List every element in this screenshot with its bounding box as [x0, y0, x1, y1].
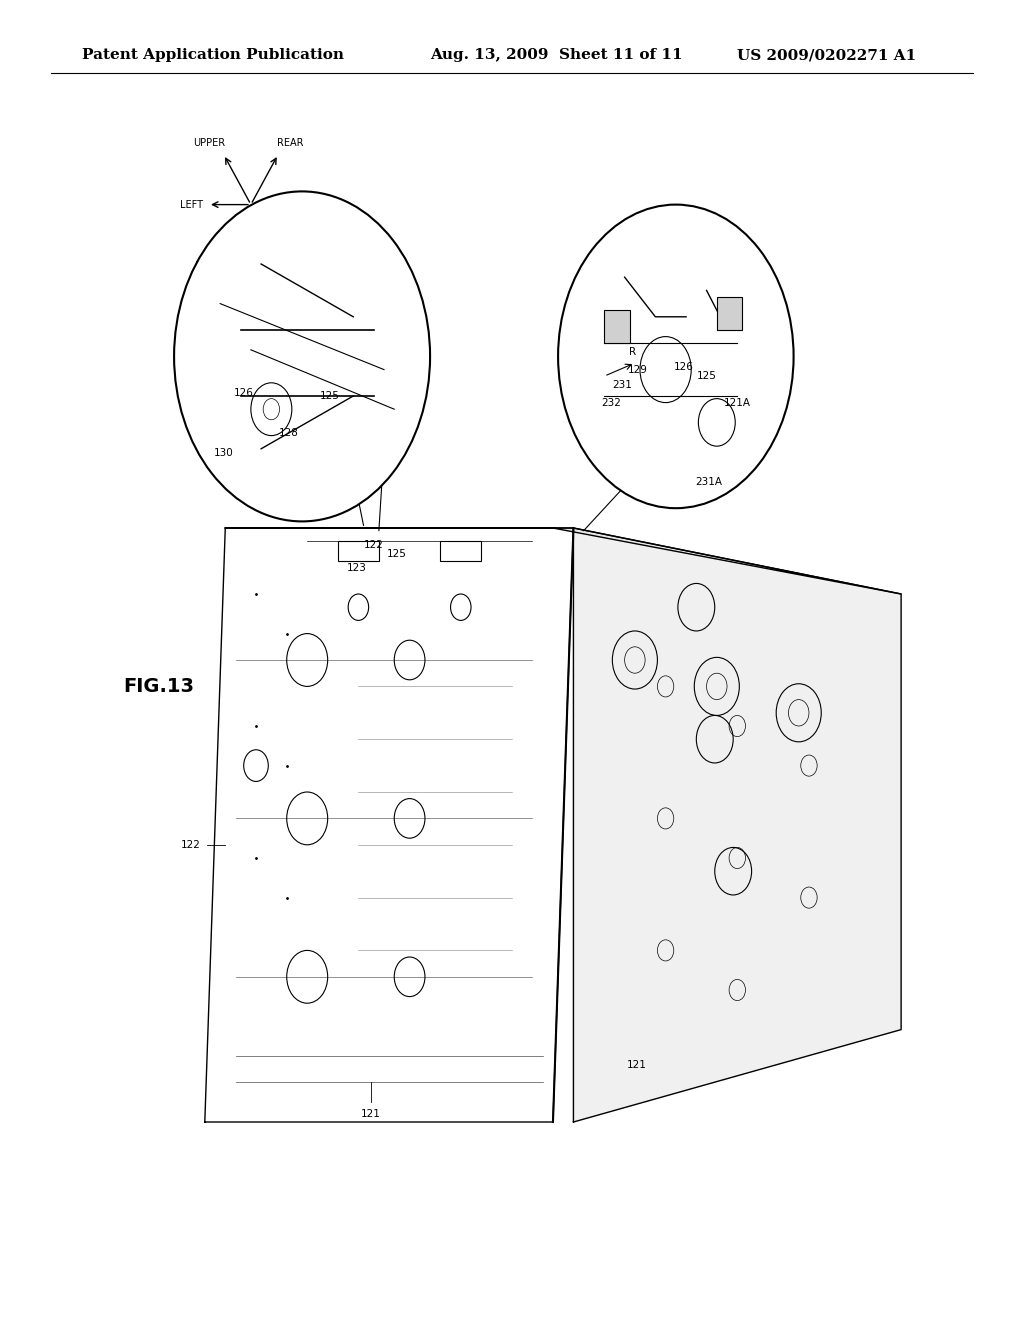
- Text: 231A: 231A: [695, 477, 722, 487]
- Text: 125: 125: [319, 391, 340, 401]
- Text: FIG.13: FIG.13: [123, 677, 195, 696]
- Text: 128: 128: [279, 428, 299, 438]
- Text: 121: 121: [360, 1109, 381, 1119]
- Text: FRONT: FRONT: [195, 261, 228, 272]
- Text: 123: 123: [346, 562, 367, 573]
- Text: 232: 232: [601, 397, 622, 408]
- Polygon shape: [573, 528, 901, 1122]
- Text: 122: 122: [364, 540, 384, 550]
- Text: 125: 125: [387, 549, 407, 560]
- Text: 121: 121: [627, 1060, 647, 1071]
- Text: 122: 122: [181, 840, 201, 850]
- Text: 231: 231: [612, 380, 633, 391]
- Text: US 2009/0202271 A1: US 2009/0202271 A1: [737, 49, 916, 62]
- Text: LEFT: LEFT: [180, 199, 203, 210]
- Text: 130: 130: [213, 447, 233, 458]
- Polygon shape: [225, 528, 901, 594]
- Text: 121A: 121A: [724, 397, 751, 408]
- Circle shape: [174, 191, 430, 521]
- Text: 129: 129: [628, 364, 648, 375]
- Text: REAR: REAR: [276, 137, 303, 148]
- Polygon shape: [205, 528, 573, 1122]
- Text: LOWER: LOWER: [274, 261, 310, 272]
- Bar: [338, 541, 379, 561]
- Text: Aug. 13, 2009  Sheet 11 of 11: Aug. 13, 2009 Sheet 11 of 11: [430, 49, 683, 62]
- Text: UPPER: UPPER: [194, 137, 225, 148]
- Text: R: R: [630, 347, 636, 358]
- Bar: [717, 297, 742, 330]
- Text: Patent Application Publication: Patent Application Publication: [82, 49, 344, 62]
- Text: 126: 126: [674, 362, 694, 372]
- Text: RIGHT: RIGHT: [299, 199, 330, 210]
- Text: 126: 126: [233, 388, 254, 399]
- Text: 125: 125: [696, 371, 717, 381]
- Bar: [604, 310, 630, 343]
- Circle shape: [558, 205, 794, 508]
- Bar: [440, 541, 481, 561]
